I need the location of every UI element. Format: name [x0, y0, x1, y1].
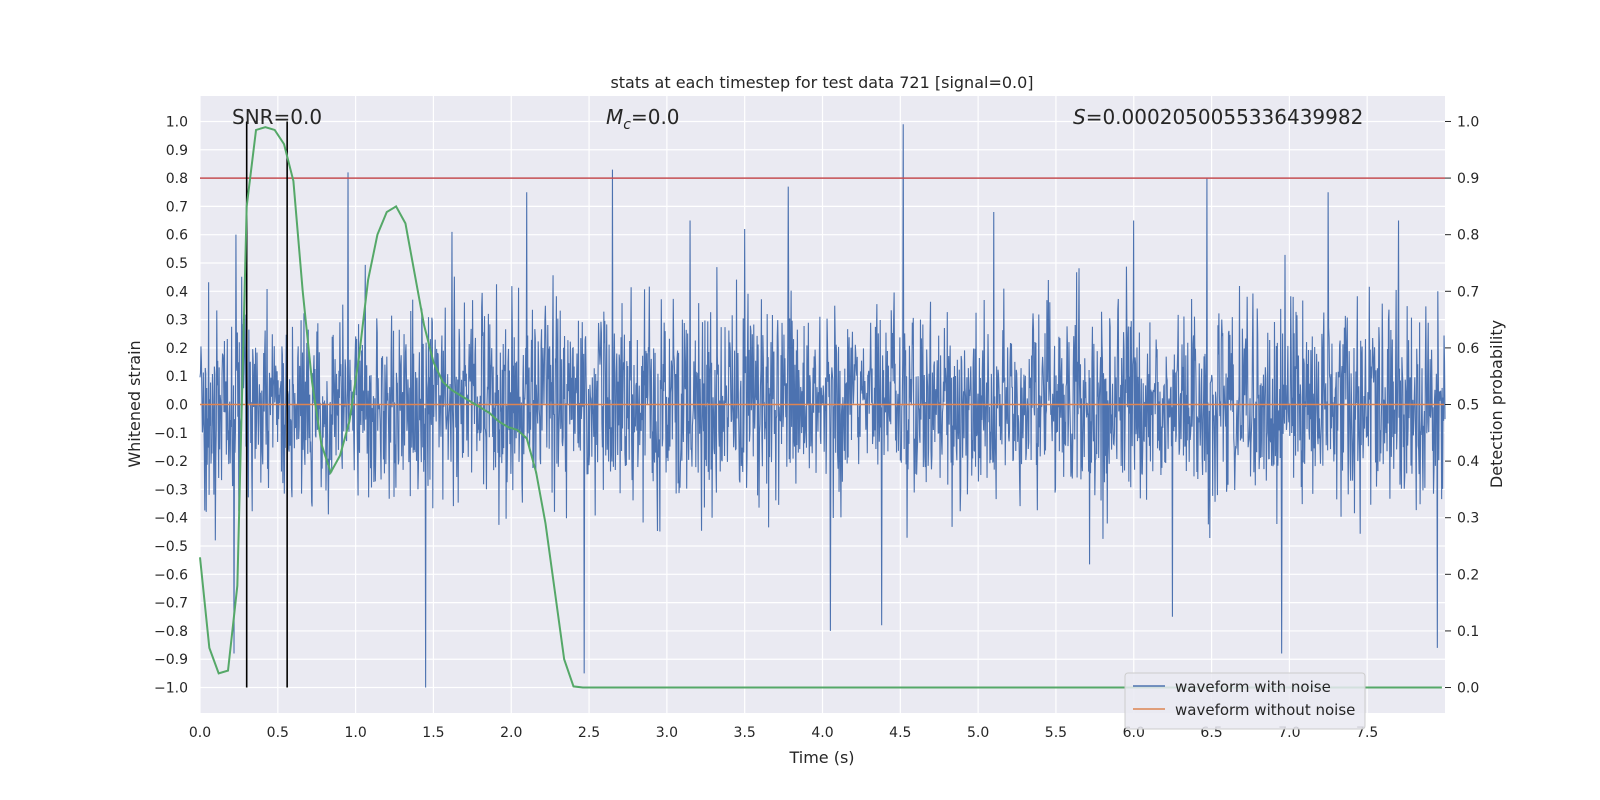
- y-right-tick-label: 0.8: [1457, 228, 1479, 244]
- y-right-tick-label: 0.1: [1457, 624, 1479, 640]
- y-left-tick-label: 0.4: [166, 284, 188, 300]
- y-left-tick-label: 0.3: [166, 313, 188, 329]
- x-axis-label: Time (s): [788, 748, 854, 767]
- y-left-tick-label: 0.9: [166, 143, 188, 159]
- y-left-tick-label: −0.8: [154, 624, 188, 640]
- legend-label-clean: waveform without noise: [1175, 701, 1355, 719]
- chart-title: stats at each timestep for test data 721…: [610, 73, 1033, 92]
- y-left-tick-label: 0.0: [166, 398, 188, 414]
- x-tick-label: 4.5: [889, 725, 911, 741]
- y-left-tick-label: 0.8: [166, 171, 188, 187]
- y-left-tick-label: 0.2: [166, 341, 188, 357]
- y-right-tick-label: 0.5: [1457, 398, 1479, 414]
- s-statistic-value: =0.0002050055336439982: [1086, 105, 1364, 129]
- x-tick-label: 1.0: [344, 725, 366, 741]
- x-tick-label: 4.0: [811, 725, 833, 741]
- chirp-mass-value: =0.0: [631, 105, 680, 129]
- chirp-mass-symbol: M: [606, 105, 623, 129]
- y-right-tick-label: 0.2: [1457, 567, 1479, 583]
- waveform-with-noise-series: [199, 124, 1446, 688]
- x-tick-label: 2.0: [500, 725, 522, 741]
- overlays: [199, 121, 1445, 689]
- y-left-tick-label: −0.1: [154, 426, 188, 442]
- y-right-tick-label: 0.9: [1457, 171, 1479, 187]
- legend: waveform with noise waveform without noi…: [1124, 672, 1366, 730]
- x-tick-label: 0.5: [267, 725, 289, 741]
- x-tick-label: 3.0: [656, 725, 678, 741]
- y-right-tick-label: 0.7: [1457, 284, 1479, 300]
- snr-annotation: SNR=0.0: [232, 105, 322, 129]
- detection-probability-line: [199, 126, 1442, 689]
- y-right-tick-label: 0.6: [1457, 341, 1479, 357]
- x-tick-label: 1.5: [422, 725, 444, 741]
- x-tick-label: 5.5: [1045, 725, 1067, 741]
- waveform-with-noise-line: [199, 124, 1446, 688]
- x-tick-label: 5.0: [967, 725, 989, 741]
- y-axis-right-label: Detection probability: [1487, 320, 1506, 488]
- ticks: 0.0 0.5 1.0 1.5 2.0 2.5 3.0 3.5 4.0 4.5 5.0 5.5 6.0 6…: [154, 114, 1479, 741]
- x-tick-label: 0.0: [189, 725, 211, 741]
- legend-box: [1124, 672, 1366, 730]
- y-left-tick-label: −0.7: [154, 596, 188, 612]
- y-right-tick-label: 1.0: [1457, 114, 1479, 130]
- y-left-tick-label: −0.3: [154, 482, 188, 498]
- y-left-tick-label: −0.4: [154, 511, 188, 527]
- x-tick-label: 3.5: [734, 725, 756, 741]
- y-left-tick-label: −0.5: [154, 539, 188, 555]
- s-statistic-symbol: S: [1073, 105, 1086, 129]
- y-left-tick-label: 0.6: [166, 228, 188, 244]
- y-left-tick-label: 1.0: [166, 114, 188, 130]
- y-left-tick-label: −1.0: [154, 681, 188, 697]
- x-tick-label: 2.5: [578, 725, 600, 741]
- y-right-tick-label: 0.4: [1457, 454, 1479, 470]
- s-statistic-annotation: S=0.0002050055336439982: [1073, 105, 1363, 129]
- y-axis-left-label: Whitened strain: [125, 340, 144, 467]
- chirp-mass-subscript: c: [623, 117, 631, 133]
- chirp-mass-annotation: Mc=0.0: [606, 105, 680, 133]
- y-left-tick-label: −0.6: [154, 567, 188, 583]
- y-left-tick-label: 0.7: [166, 199, 188, 215]
- y-right-tick-label: 0.3: [1457, 511, 1479, 527]
- y-left-tick-label: 0.5: [166, 256, 188, 272]
- y-left-tick-label: −0.9: [154, 652, 188, 668]
- y-left-tick-label: −0.2: [154, 454, 188, 470]
- y-right-tick-label: 0.0: [1457, 681, 1479, 697]
- legend-label-noise: waveform with noise: [1175, 678, 1331, 696]
- y-left-tick-label: 0.1: [166, 369, 188, 385]
